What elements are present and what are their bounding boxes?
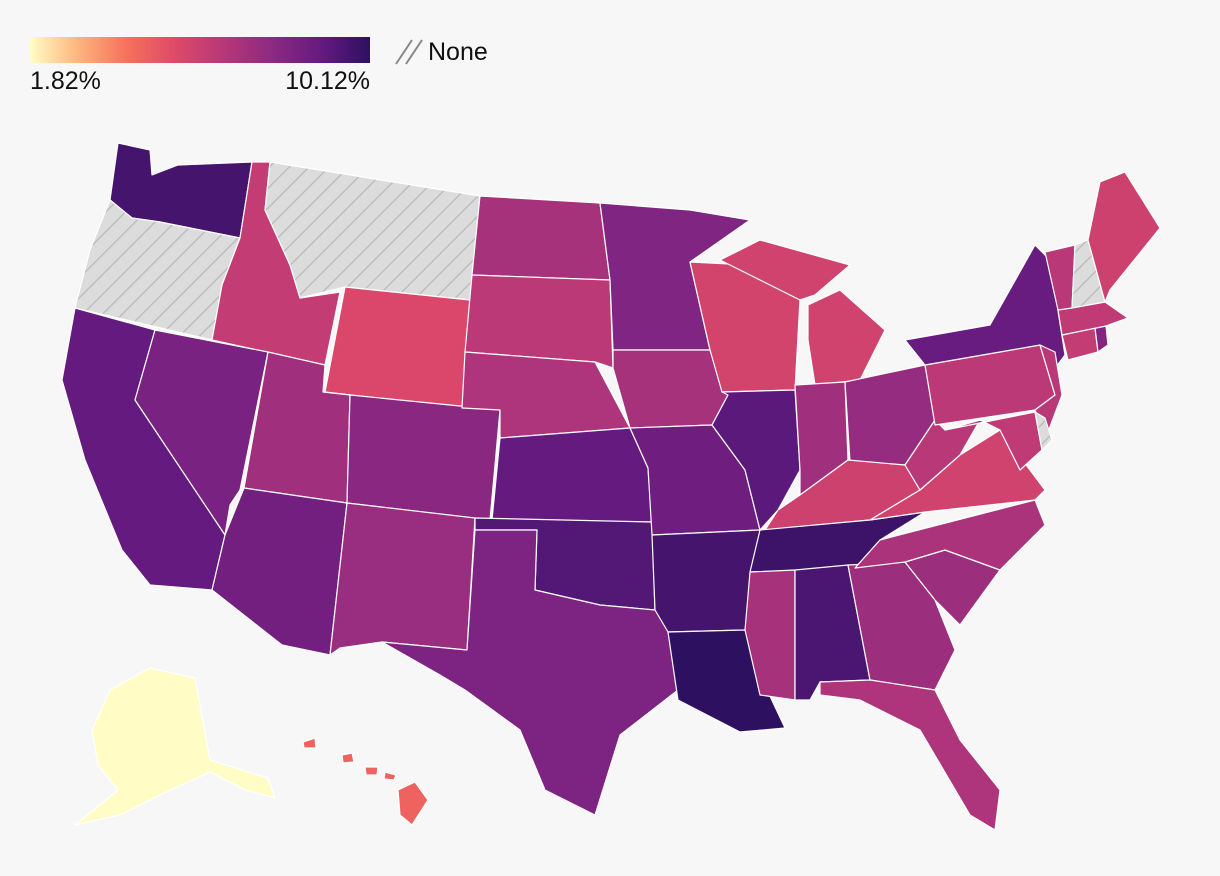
- legend: 1.82% 10.12% None: [30, 37, 510, 97]
- state-mississippi[interactable]: [744, 569, 796, 701]
- state-wyoming[interactable]: [324, 286, 471, 409]
- state-kansas[interactable]: [491, 427, 653, 523]
- state-new-york[interactable]: [904, 244, 1066, 376]
- state-north-carolina[interactable]: [854, 499, 1046, 571]
- state-north-dakota[interactable]: [471, 195, 611, 281]
- state-arizona[interactable]: [211, 487, 348, 656]
- hatch-swatch-icon: [395, 39, 423, 65]
- state-south-dakota[interactable]: [464, 274, 614, 369]
- legend-no-data: None: [394, 37, 488, 67]
- state-maine[interactable]: [1087, 171, 1161, 303]
- state-florida[interactable]: [819, 679, 1001, 831]
- state-rhode-island[interactable]: [1094, 325, 1109, 353]
- state-hawaii[interactable]: [302, 737, 429, 826]
- legend-max-label: 10.12%: [285, 67, 370, 95]
- legend-min-label: 1.82%: [30, 67, 101, 95]
- state-arkansas[interactable]: [651, 529, 761, 633]
- state-new-mexico[interactable]: [329, 502, 476, 656]
- legend-color-scale: [30, 37, 370, 63]
- state-colorado[interactable]: [346, 394, 501, 521]
- legend-no-data-label: None: [428, 37, 488, 66]
- state-iowa[interactable]: [612, 349, 729, 429]
- state-texas[interactable]: [381, 529, 679, 816]
- state-alaska[interactable]: [74, 667, 276, 826]
- state-montana[interactable]: [264, 161, 481, 301]
- state-delaware[interactable]: [1034, 411, 1053, 451]
